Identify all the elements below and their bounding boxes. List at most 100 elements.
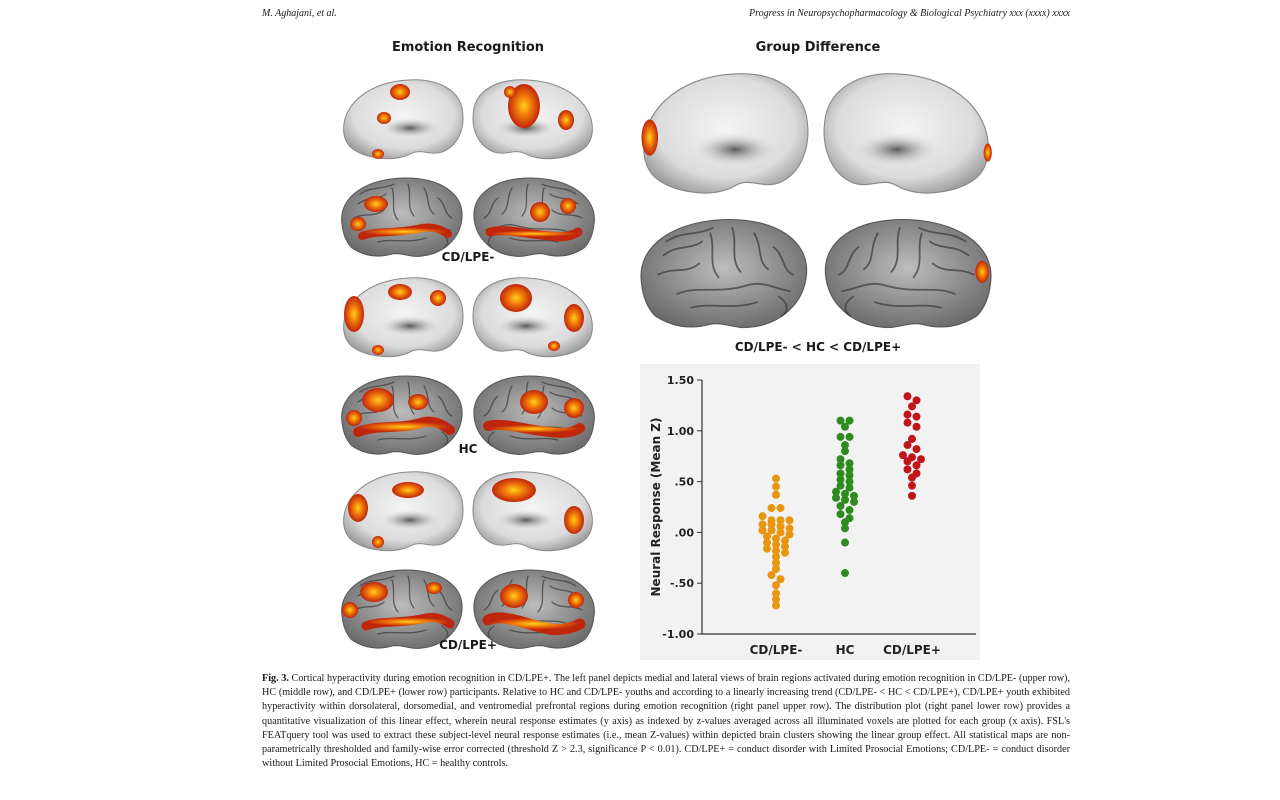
brain-lateral-left-group-difference (640, 218, 808, 329)
y-tick-label: -1.00 (662, 628, 694, 641)
data-point (903, 457, 912, 466)
brain-lateral-right-hc (473, 375, 595, 455)
data-point (758, 512, 767, 521)
data-point (772, 490, 780, 499)
data-point (903, 418, 912, 427)
brain-medial-right-group-difference (823, 72, 992, 194)
brain-medial-right-cdlpe-plus (472, 471, 593, 552)
distribution-plot: Neural Response (Mean Z) 1.50 1.00 .50 .00 -… (640, 364, 980, 660)
data-point (772, 558, 780, 567)
brain-lateral-right-cdlpe-plus (473, 569, 595, 649)
data-point (841, 495, 849, 504)
data-point (850, 491, 858, 500)
data-point (832, 493, 840, 502)
data-point (767, 526, 776, 535)
data-point (841, 518, 849, 527)
y-ticks: 1.50 1.00 .50 .00 -.50 -1.00 (662, 374, 702, 641)
data-point (836, 469, 845, 478)
data-point (772, 474, 780, 483)
data-point (758, 520, 767, 529)
plot-background (640, 364, 980, 660)
data-point (845, 416, 854, 425)
data-point (845, 483, 854, 492)
brain-medial-left-cdlpe-plus (343, 471, 464, 552)
data-point (776, 516, 785, 525)
data-point (758, 526, 767, 535)
data-point (781, 542, 789, 551)
brain-medial-left-hc (343, 277, 464, 358)
data-point (836, 461, 845, 470)
data-point (903, 465, 912, 474)
data-point (908, 481, 916, 490)
data-point (772, 564, 780, 573)
group-label-hc: HC (458, 442, 478, 456)
brain-lateral-right-cdlpe-minus (473, 177, 595, 257)
data-point (763, 544, 771, 553)
data-point (836, 501, 845, 510)
x-category-label: CD/LPE- (750, 643, 803, 657)
group-label-cdlpe-minus: CD/LPE- (441, 250, 495, 264)
data-point (836, 510, 845, 519)
data-point (845, 477, 854, 486)
left-panel-title: Emotion Recognition (391, 40, 545, 55)
brain-medial-right-cdlpe-minus (472, 79, 593, 160)
data-point (912, 445, 921, 454)
data-point (917, 455, 925, 464)
y-tick-label: 1.00 (667, 425, 694, 438)
data-point (772, 534, 780, 543)
data-point (772, 482, 780, 491)
y-tick-label: -.50 (670, 577, 694, 590)
data-point (836, 475, 845, 484)
data-point (776, 504, 785, 513)
data-point (850, 497, 858, 506)
brain-lateral-left-hc (341, 375, 463, 455)
data-point (772, 601, 780, 610)
data-point (845, 459, 854, 468)
data-point (912, 461, 921, 470)
data-point (772, 581, 780, 590)
data-point (781, 548, 789, 557)
data-point (908, 491, 916, 500)
brain-medial-left-cdlpe-minus (343, 79, 464, 160)
brain-medial-right-hc (472, 277, 593, 358)
y-tick-label: .50 (675, 476, 695, 489)
brain-lateral-right-group-difference (824, 218, 992, 329)
data-point (841, 524, 849, 533)
data-point (845, 465, 854, 474)
data-point (908, 434, 916, 443)
data-point (767, 520, 776, 529)
data-point (772, 552, 780, 561)
data-point (836, 416, 845, 425)
running-header-authors: M. Aghajani, et al. (262, 8, 337, 19)
data-point (781, 536, 789, 545)
data-point (836, 455, 845, 464)
data-point (841, 538, 849, 547)
y-axis-label: Neural Response (Mean Z) (649, 418, 663, 597)
data-point (903, 441, 912, 450)
data-point (903, 392, 912, 401)
data-point (776, 522, 785, 531)
brain-medial-left-group-difference (641, 72, 809, 194)
data-point (912, 412, 921, 421)
contrast-label: CD/LPE- < HC < CD/LPE+ (734, 340, 902, 354)
data-point (899, 451, 907, 460)
data-point (785, 524, 794, 533)
data-point (785, 516, 794, 525)
y-tick-label: 1.50 (667, 374, 694, 387)
data-point (772, 540, 780, 549)
data-point (832, 487, 840, 496)
figure-caption: Fig. 3. Cortical hyperactivity during em… (262, 672, 1070, 771)
data-point (772, 595, 780, 604)
data-point (841, 422, 849, 431)
data-point (763, 538, 771, 547)
data-point (845, 471, 854, 480)
x-category-label: CD/LPE+ (883, 643, 941, 657)
data-point (785, 530, 794, 539)
running-header-journal: Progress in Neuropsychopharmacology & Bi… (748, 8, 1070, 19)
data-point (908, 402, 916, 411)
data-point (845, 432, 854, 441)
figure-caption-text: Cortical hyperactivity during emotion re… (262, 673, 1070, 770)
data-points (758, 392, 925, 610)
figure-label: Fig. 3. (262, 673, 289, 684)
group-label-cdlpe-plus: CD/LPE+ (439, 638, 497, 652)
